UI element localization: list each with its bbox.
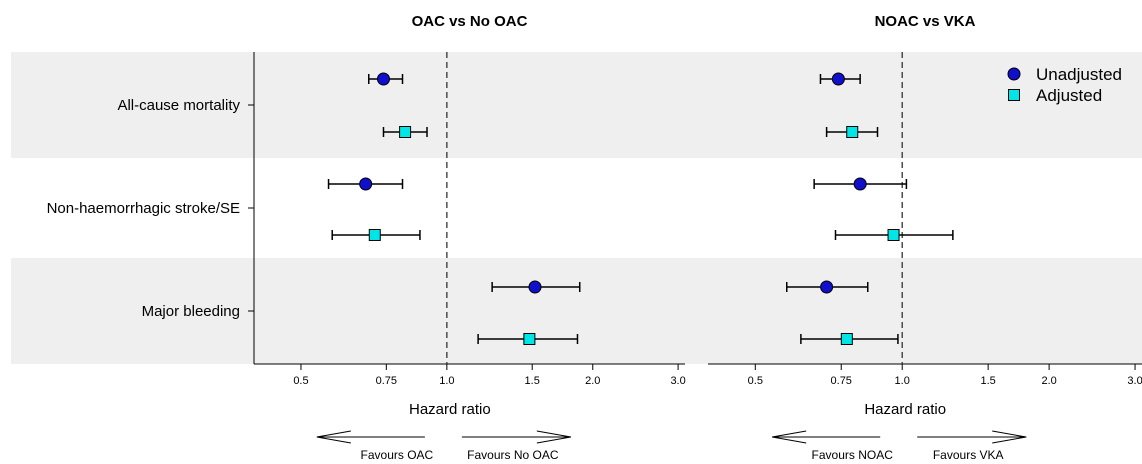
- legend-marker-adjusted: [1008, 89, 1020, 101]
- point-unadjusted: [820, 280, 834, 294]
- legend-marker-unadjusted: [1007, 67, 1021, 81]
- point-unadjusted: [359, 177, 373, 191]
- panel-title: NOAC vs VKA: [875, 13, 976, 30]
- point-adjusted: [887, 229, 900, 241]
- point-adjusted: [846, 126, 859, 138]
- point-adjusted: [523, 333, 536, 345]
- favours-left-arrowhead: [772, 430, 807, 444]
- point-unadjusted: [853, 177, 867, 191]
- legend-label: Unadjusted: [1036, 65, 1122, 84]
- x-tick-label: 1.5: [980, 375, 995, 387]
- x-tick-label: 2.0: [1041, 375, 1056, 387]
- x-tick-label: 3.0: [670, 375, 685, 387]
- point-unadjusted: [831, 72, 845, 86]
- x-tick-label: 0.75: [376, 375, 397, 387]
- point-unadjusted: [376, 72, 390, 86]
- x-tick-label: 0.5: [748, 375, 763, 387]
- x-tick-label: 0.75: [831, 375, 852, 387]
- favours-left-arrowhead: [316, 430, 351, 444]
- x-tick-label: 1.5: [525, 375, 540, 387]
- panel-title: OAC vs No OAC: [412, 13, 528, 30]
- favours-right-arrowhead: [992, 430, 1027, 444]
- favours-left-label: Favours NOAC: [812, 448, 894, 462]
- x-axis-label: Hazard ratio: [409, 401, 491, 418]
- point-unadjusted: [528, 280, 542, 294]
- x-tick-label: 2.0: [585, 375, 600, 387]
- x-axis-label: Hazard ratio: [864, 401, 946, 418]
- point-adjusted: [399, 126, 412, 138]
- favours-left-label: Favours OAC: [361, 448, 434, 462]
- x-tick-label: 0.5: [293, 375, 308, 387]
- row-label: Major bleeding: [142, 303, 240, 320]
- point-adjusted: [840, 333, 853, 345]
- favours-right-label: Favours No OAC: [467, 448, 559, 462]
- legend-label: Adjusted: [1036, 86, 1102, 105]
- x-tick-label: 1.0: [895, 375, 910, 387]
- x-tick-label: 3.0: [1127, 375, 1142, 387]
- point-adjusted: [368, 229, 381, 241]
- row-band-shading: [11, 258, 1142, 364]
- row-label: Non-haemorrhagic stroke/SE: [47, 200, 240, 217]
- x-tick-label: 1.0: [439, 375, 454, 387]
- row-label: All-cause mortality: [117, 97, 240, 114]
- row-band-shading: [11, 52, 1142, 158]
- favours-right-label: Favours VKA: [933, 448, 1004, 462]
- favours-right-arrowhead: [536, 430, 571, 444]
